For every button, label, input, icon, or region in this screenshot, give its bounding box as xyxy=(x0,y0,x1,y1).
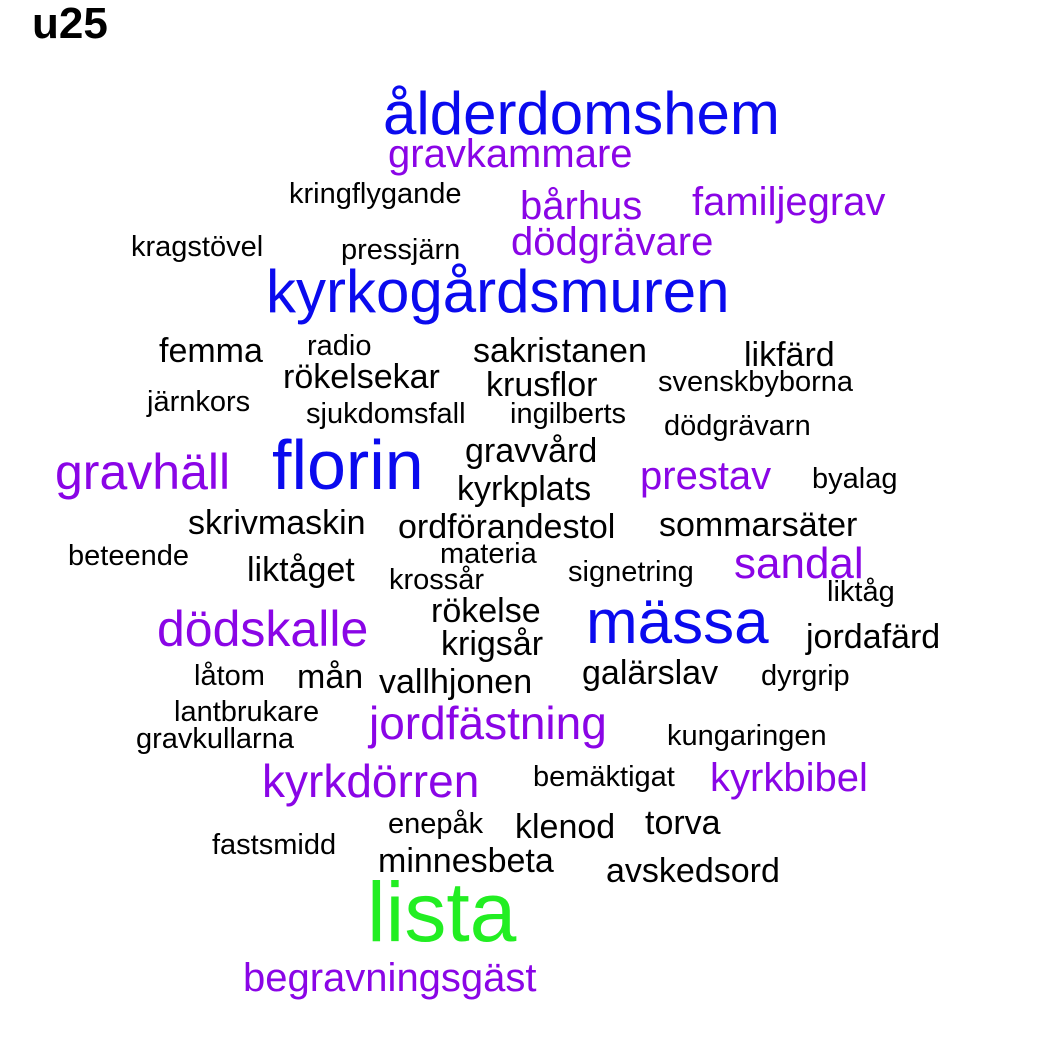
cloud-word: mån xyxy=(297,658,364,696)
cloud-word: lista xyxy=(367,865,517,959)
cloud-word: kyrkogårdsmuren xyxy=(266,258,730,325)
cloud-word: beteende xyxy=(68,540,189,572)
cloud-word: prestav xyxy=(640,454,772,498)
cloud-word: galärslav xyxy=(582,654,719,692)
cloud-word: sandal xyxy=(734,539,864,588)
cloud-word: krusflor xyxy=(486,366,598,404)
cloud-word: krossår xyxy=(389,564,485,596)
cloud-word: gravkullarna xyxy=(136,723,294,755)
cloud-word: lantbrukare xyxy=(174,696,320,728)
cloud-word: radio xyxy=(307,330,372,362)
cloud-word: ålderdomshem xyxy=(383,80,780,147)
cloud-word: femma xyxy=(159,332,263,370)
cloud-word: sakristanen xyxy=(473,332,647,370)
cloud-word: ordförandestol xyxy=(398,508,616,546)
cloud-word: skrivmaskin xyxy=(188,504,366,542)
cloud-word: kyrkbibel xyxy=(710,756,868,800)
cloud-word: rökelsekar xyxy=(283,358,440,396)
cloud-word: dödskalle xyxy=(157,601,369,657)
cloud-word: fastsmidd xyxy=(212,829,337,861)
cloud-word: jordafärd xyxy=(806,618,941,656)
cloud-word: dyrgrip xyxy=(761,660,850,692)
cloud-word: enepåk xyxy=(388,808,484,840)
cloud-word: begravningsgäst xyxy=(243,956,537,1000)
cloud-word: klenod xyxy=(515,808,616,846)
cloud-word: byalag xyxy=(812,463,898,495)
cloud-word: torva xyxy=(645,804,721,842)
cloud-word: dödgrävare xyxy=(511,220,714,264)
cloud-word: järnkors xyxy=(147,386,251,418)
cloud-word: pressjärn xyxy=(341,234,461,266)
cloud-word: jordfästning xyxy=(369,697,607,749)
cloud-word: gravvård xyxy=(465,432,598,470)
cloud-word: materia xyxy=(440,538,537,570)
cloud-word: sjukdomsfall xyxy=(306,398,466,430)
cloud-word: minnesbeta xyxy=(378,842,554,880)
cloud-word: kragstövel xyxy=(131,231,264,263)
cloud-word: bårhus xyxy=(520,184,643,228)
cloud-word: likfärd xyxy=(744,336,835,374)
cloud-word: avskedsord xyxy=(606,852,780,890)
cloud-word: låtom xyxy=(194,660,265,692)
cloud-word: rökelse xyxy=(431,592,541,630)
cloud-title: u25 xyxy=(32,0,108,48)
cloud-word: gravhäll xyxy=(55,444,231,500)
cloud-word: florin xyxy=(272,426,424,504)
cloud-word: kungaringen xyxy=(667,720,827,752)
cloud-word: ingilberts xyxy=(510,398,627,430)
cloud-word: signetring xyxy=(568,556,694,588)
cloud-word: dödgrävarn xyxy=(664,410,811,442)
cloud-word: familjegrav xyxy=(692,180,886,224)
cloud-word: kyrkplats xyxy=(457,470,592,508)
cloud-word: mässa xyxy=(586,588,769,657)
cloud-word: liktåget xyxy=(247,551,355,589)
cloud-word: krigsår xyxy=(441,625,544,663)
cloud-word: bemäktigat xyxy=(533,761,675,793)
cloud-word: svenskbyborna xyxy=(658,366,854,398)
cloud-word: kringflygande xyxy=(289,178,462,210)
cloud-word: vallhjonen xyxy=(379,663,533,701)
cloud-word: kyrkdörren xyxy=(262,755,480,807)
cloud-word: liktåg xyxy=(827,576,895,608)
cloud-word: gravkammare xyxy=(388,132,633,176)
cloud-word: sommarsäter xyxy=(659,506,858,544)
